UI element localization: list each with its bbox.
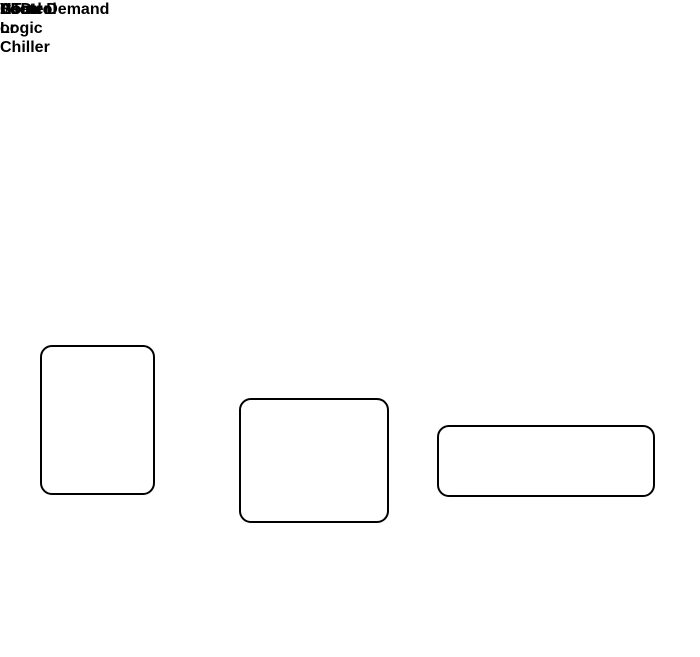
delta-t-label: ΔT (0, 0, 21, 19)
heater-chiller-box (40, 345, 155, 495)
local-demand-box (437, 425, 655, 497)
control-logic-box (239, 398, 389, 523)
